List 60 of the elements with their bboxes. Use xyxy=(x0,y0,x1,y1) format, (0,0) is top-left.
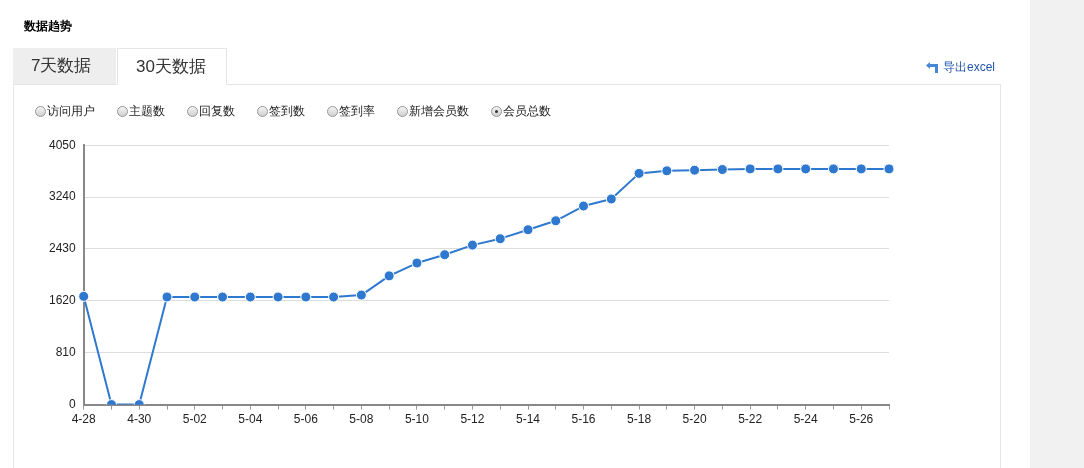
point xyxy=(244,291,256,303)
text: 签到率 xyxy=(339,103,375,120)
x-tick-label: 5-12 xyxy=(460,412,485,427)
x-tick-label: 5-26 xyxy=(849,412,874,427)
point xyxy=(383,270,395,282)
point xyxy=(411,257,423,269)
x-tick-label: 5-16 xyxy=(571,412,596,427)
point xyxy=(772,163,784,175)
x-tick-label: 5-02 xyxy=(182,412,208,427)
point xyxy=(827,163,839,175)
x-tick-label: 5-18 xyxy=(627,412,652,427)
x-tick-label: 5-22 xyxy=(738,412,763,427)
point xyxy=(605,193,617,205)
point xyxy=(522,224,534,236)
y-tick-label: 4050 xyxy=(48,137,77,152)
point xyxy=(550,215,562,227)
text: 访问用户 xyxy=(47,103,95,120)
x-tick-label: 5-20 xyxy=(682,412,707,427)
x-tick-label: 5-06 xyxy=(293,412,319,427)
x-tick-label: 5-14 xyxy=(515,412,541,427)
text: 回复数 xyxy=(199,103,235,120)
point xyxy=(355,289,367,301)
point xyxy=(272,291,284,303)
point xyxy=(855,163,867,175)
point xyxy=(466,239,478,251)
point xyxy=(578,200,590,212)
point xyxy=(439,249,451,261)
point xyxy=(744,163,756,175)
point xyxy=(633,167,645,179)
point xyxy=(883,163,895,175)
text: 7天数据 xyxy=(13,48,116,84)
point xyxy=(494,233,506,245)
x-tick-label: 5-04 xyxy=(238,412,263,427)
point xyxy=(800,163,812,175)
point xyxy=(716,164,728,176)
y-tick-label: 0 xyxy=(69,396,77,411)
text: 新增会员数 xyxy=(409,103,469,120)
x-tick-label: 5-10 xyxy=(404,412,430,427)
point xyxy=(189,291,201,303)
text: 30天数据 xyxy=(117,48,227,85)
point xyxy=(328,291,340,303)
legend-label: 会员总数 xyxy=(503,103,551,120)
point xyxy=(300,291,312,303)
y-tick-label: 2430 xyxy=(48,241,77,256)
text: 签到数 xyxy=(269,103,305,120)
point xyxy=(78,290,90,302)
x-tick-label: 4-30 xyxy=(127,412,152,427)
point xyxy=(161,291,173,303)
y-tick-label: 810 xyxy=(55,345,77,360)
point xyxy=(689,164,701,176)
x-tick-label: 5-08 xyxy=(349,412,374,427)
y-tick-label: 1620 xyxy=(48,293,77,308)
y-tick-label: 3240 xyxy=(48,189,77,204)
point xyxy=(661,165,673,177)
chart-title: 数据趋势 xyxy=(24,18,72,35)
x-tick-label: 5-24 xyxy=(793,412,819,427)
text: 导出excel xyxy=(943,59,996,76)
x-tick-label: 4-28 xyxy=(71,412,97,427)
point xyxy=(217,291,229,303)
text: 主题数 xyxy=(129,103,165,120)
